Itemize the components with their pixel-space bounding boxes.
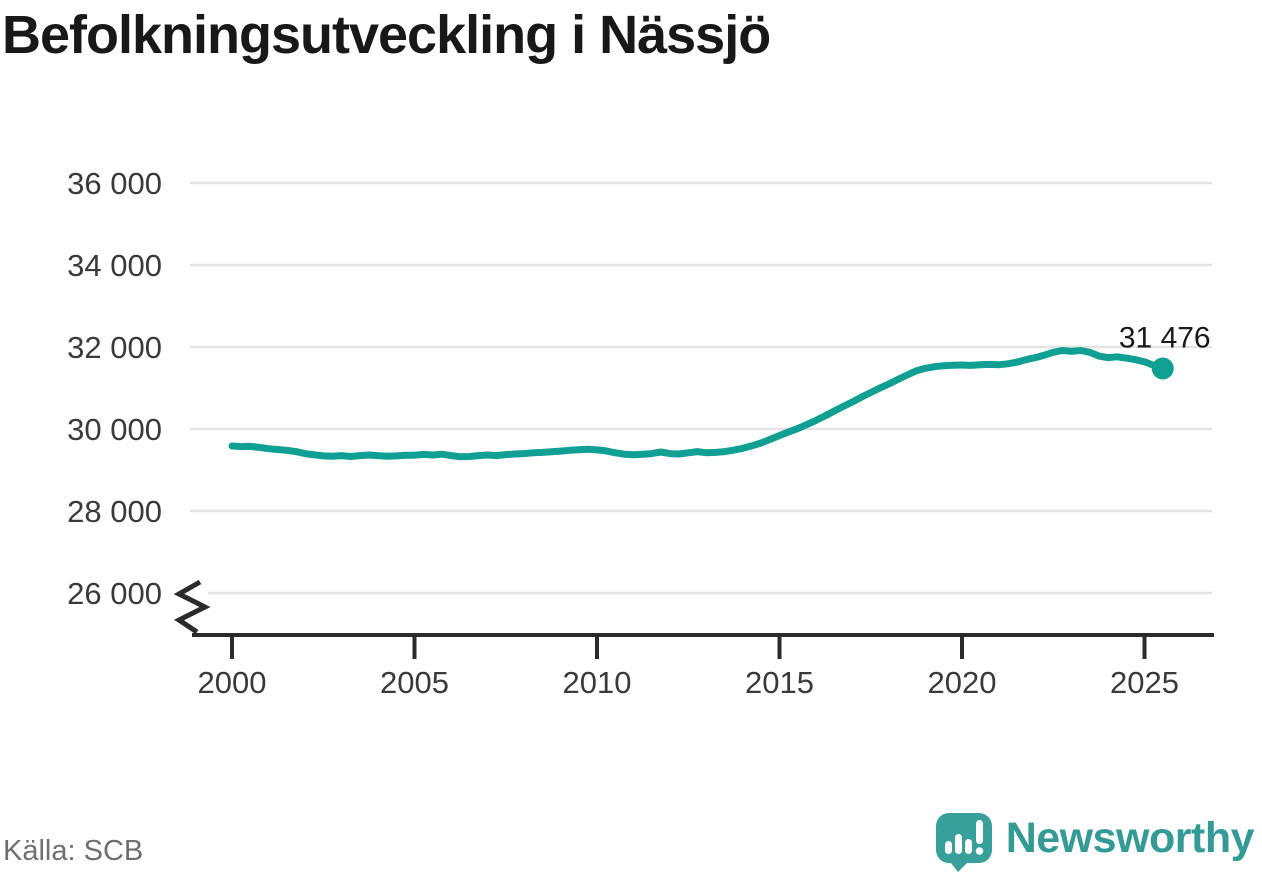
newsworthy-speech-bubble-bar-chart-icon <box>935 813 992 872</box>
end-point-dot <box>1151 357 1174 380</box>
y-tick-label: 34 000 <box>67 248 162 283</box>
x-tick-label: 2015 <box>745 665 814 700</box>
y-tick-label: 28 000 <box>67 494 162 529</box>
y-axis-break-zigzag <box>173 579 211 635</box>
x-tick-label: 2025 <box>1110 665 1179 700</box>
x-tick-label: 2010 <box>563 665 632 700</box>
y-tick-label: 30 000 <box>67 412 162 447</box>
x-tick-label: 2020 <box>928 665 997 700</box>
source-label: Källa: SCB <box>3 835 144 867</box>
y-tick-label: 26 000 <box>67 576 162 611</box>
chart-title: Befolkningsutveckling i Nässjö <box>2 5 771 65</box>
y-tick-label: 32 000 <box>67 330 162 365</box>
newsworthy-logo: Newsworthy <box>935 812 1255 873</box>
x-tick-label: 2005 <box>380 665 449 700</box>
end-value-label: 31 476 <box>1119 321 1211 354</box>
newsworthy-wordmark: Newsworthy <box>1005 814 1255 862</box>
y-tick-label: 36 000 <box>67 166 162 201</box>
data-line <box>228 347 1167 461</box>
x-tick-label: 2000 <box>198 665 267 700</box>
